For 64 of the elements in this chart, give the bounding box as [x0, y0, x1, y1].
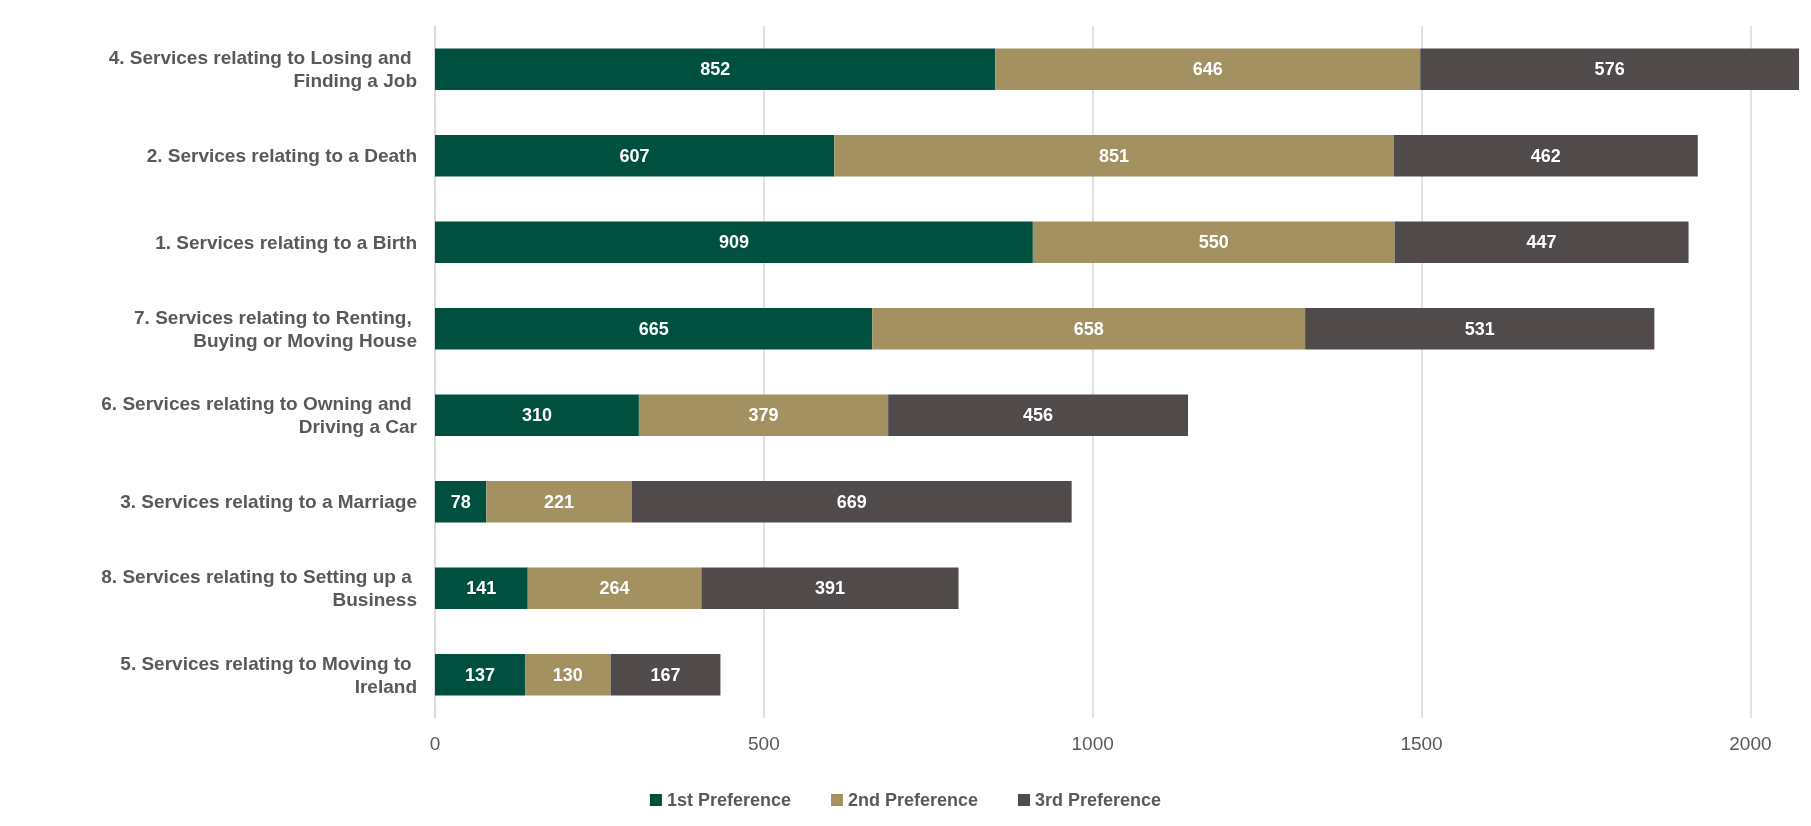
legend-label: 1st Preference — [666, 790, 791, 810]
data-label: 310 — [521, 405, 552, 426]
y-tick-label: 6. Services relating to Owning and Driving a Car — [101, 393, 418, 438]
data-label: 391 — [814, 578, 845, 599]
data-label: 264 — [599, 578, 630, 599]
x-tick-label: 0 — [429, 733, 441, 754]
data-label: 137 — [465, 664, 496, 685]
data-label: 221 — [543, 491, 574, 512]
bar — [1394, 221, 1689, 264]
x-tick-label: 1500 — [1400, 733, 1443, 754]
data-label: 379 — [748, 405, 779, 426]
bar — [435, 48, 996, 91]
bar — [435, 134, 835, 177]
bar — [435, 221, 1033, 264]
bar — [1420, 48, 1800, 91]
x-tick-label: 1000 — [1071, 733, 1114, 754]
y-tick-label: 4. Services relating to Losing and Finding a Job — [108, 47, 417, 92]
data-label: 669 — [836, 491, 867, 512]
y-tick-label: 8. Services relating to Setting up a Business — [101, 566, 417, 611]
data-label: 607 — [619, 145, 650, 166]
data-label: 550 — [1198, 232, 1229, 253]
x-tick-label: 2000 — [1729, 733, 1772, 754]
data-label: 851 — [1099, 145, 1130, 166]
bar — [486, 480, 632, 523]
data-label: 665 — [638, 318, 669, 339]
bar — [525, 653, 611, 696]
data-label: 130 — [552, 664, 583, 685]
bar — [631, 480, 1072, 523]
bar — [435, 480, 487, 523]
data-label: 531 — [1464, 318, 1495, 339]
bar — [435, 394, 639, 437]
y-tick-label: 7. Services relating to Renting, Buying or Moving House — [134, 306, 417, 351]
data-label: 909 — [718, 232, 749, 253]
bar — [638, 394, 889, 437]
bar — [435, 653, 526, 696]
data-label: 462 — [1530, 145, 1561, 166]
data-label: 658 — [1073, 318, 1104, 339]
data-label: 447 — [1526, 232, 1557, 253]
y-tick-label: 5. Services relating to Moving to Ireland — [120, 652, 417, 697]
x-tick-label: 500 — [747, 733, 780, 754]
data-label: 576 — [1594, 59, 1625, 80]
bar — [872, 307, 1306, 350]
bar — [435, 307, 873, 350]
bar — [1305, 307, 1655, 350]
y-tick-label: 2. Services relating to a Death — [146, 145, 417, 167]
legend-label: 3rd Preference — [1035, 790, 1162, 810]
bar — [1032, 221, 1395, 264]
bar — [610, 653, 721, 696]
bar — [701, 567, 959, 610]
y-tick-label: 3. Services relating to a Marriage — [120, 491, 417, 513]
bar — [834, 134, 1394, 177]
bar — [435, 567, 528, 610]
data-label: 78 — [450, 491, 471, 512]
data-label: 456 — [1023, 405, 1054, 426]
data-label: 852 — [700, 59, 731, 80]
data-label: 167 — [650, 664, 681, 685]
bar — [995, 48, 1421, 91]
legend-label: 2nd Preference — [847, 790, 979, 810]
data-label: 141 — [466, 578, 497, 599]
bar — [888, 394, 1189, 437]
bar — [1393, 134, 1698, 177]
bar — [527, 567, 702, 610]
data-label: 646 — [1192, 59, 1223, 80]
y-tick-label: 1. Services relating to a Birth — [155, 231, 417, 253]
